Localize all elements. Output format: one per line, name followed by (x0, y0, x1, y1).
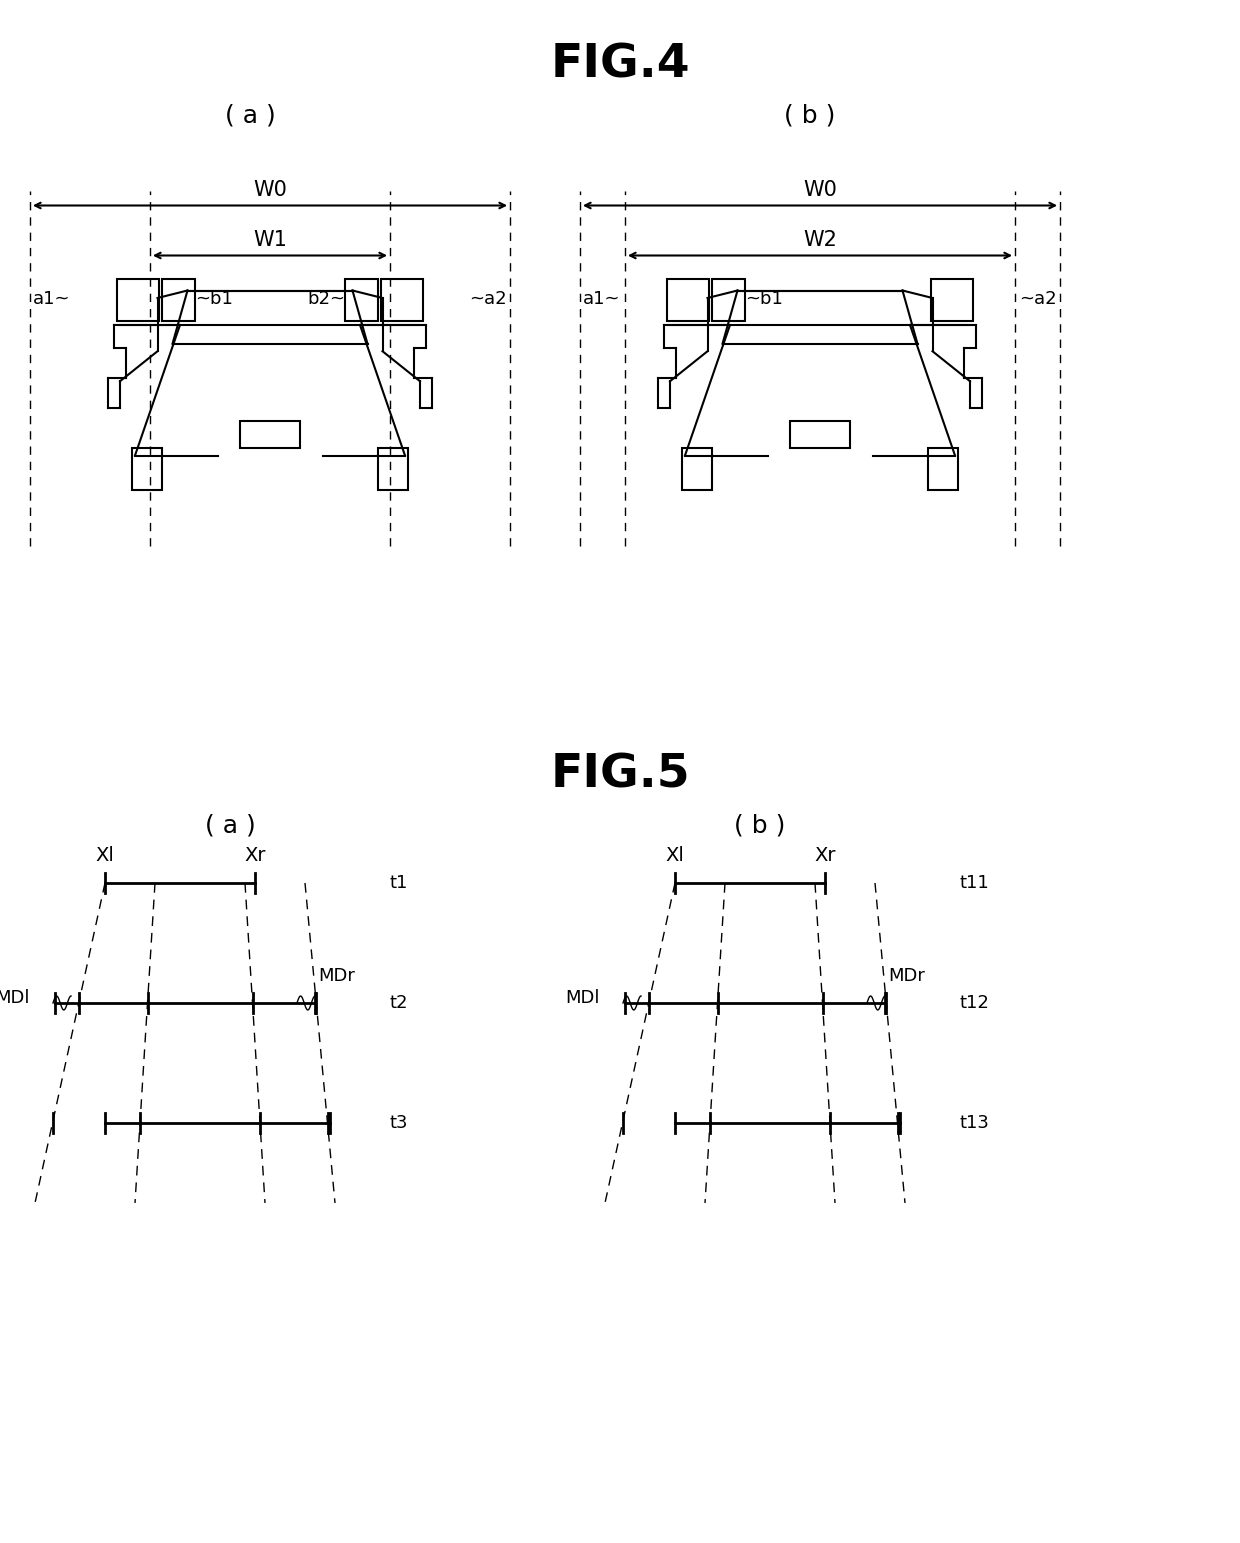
Text: ( a ): ( a ) (205, 813, 255, 836)
Text: t13: t13 (960, 1114, 990, 1133)
Text: t11: t11 (960, 873, 990, 892)
Text: FIG.4: FIG.4 (551, 43, 689, 88)
Text: b2~: b2~ (308, 290, 345, 309)
Bar (682, 447, 712, 491)
Text: ( b ): ( b ) (785, 103, 836, 127)
Text: MDr: MDr (317, 967, 355, 984)
Text: W2: W2 (804, 230, 837, 250)
Text: W0: W0 (253, 181, 286, 201)
Text: a1~: a1~ (583, 290, 620, 309)
Text: t3: t3 (391, 1114, 408, 1133)
Bar (667, 278, 709, 321)
Text: Xr: Xr (244, 846, 265, 866)
Text: W0: W0 (804, 181, 837, 201)
Text: ( a ): ( a ) (224, 103, 275, 127)
Text: ~a2: ~a2 (470, 290, 507, 309)
Bar (928, 447, 959, 491)
Bar (117, 278, 159, 321)
Text: Xl: Xl (95, 846, 114, 866)
Bar (790, 421, 849, 447)
Bar (712, 278, 745, 321)
Bar (162, 278, 195, 321)
Text: MDl: MDl (0, 989, 30, 1008)
Text: a1~: a1~ (33, 290, 71, 309)
Text: MDl: MDl (565, 989, 600, 1008)
Text: ~b1: ~b1 (745, 290, 782, 309)
Text: t2: t2 (391, 994, 408, 1012)
Text: ~b1: ~b1 (195, 290, 233, 309)
Text: W1: W1 (253, 230, 286, 250)
Bar (931, 278, 973, 321)
Text: Xl: Xl (666, 846, 684, 866)
Text: t1: t1 (391, 873, 408, 892)
Text: FIG.5: FIG.5 (551, 753, 689, 798)
Bar (378, 447, 408, 491)
Text: ( b ): ( b ) (734, 813, 786, 836)
Text: Xr: Xr (815, 846, 836, 866)
Bar (381, 278, 423, 321)
Bar (345, 278, 378, 321)
Bar (241, 421, 300, 447)
Text: MDr: MDr (888, 967, 925, 984)
Bar (131, 447, 162, 491)
Text: ~a2: ~a2 (1019, 290, 1058, 309)
Text: t12: t12 (960, 994, 990, 1012)
